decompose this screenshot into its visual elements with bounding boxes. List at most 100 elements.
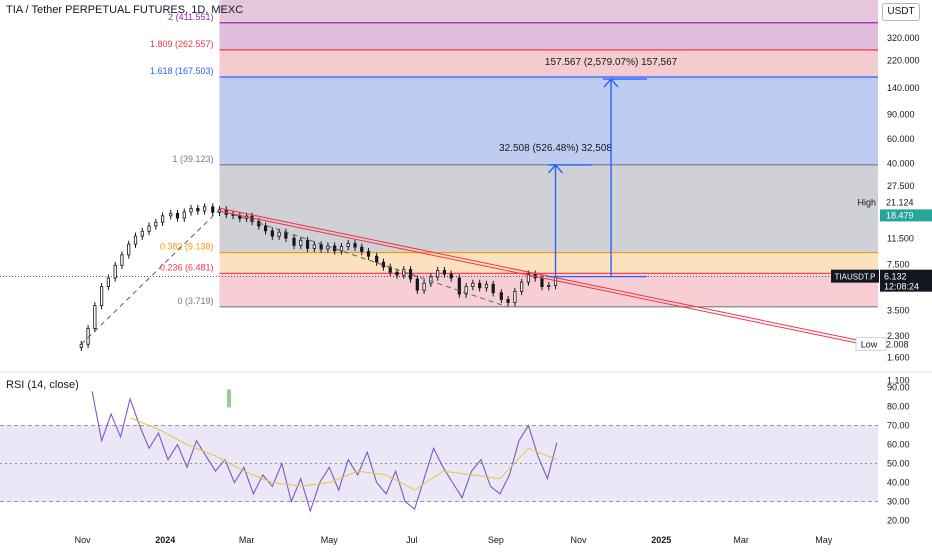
time-axis-tick: Nov	[75, 535, 92, 545]
candle-body	[79, 343, 83, 348]
rsi-axis-tick: 30.00	[887, 497, 910, 507]
time-axis-tick: Mar	[239, 535, 255, 545]
candle-body	[381, 261, 386, 268]
candle-body	[160, 215, 165, 223]
candle-body	[513, 291, 517, 303]
candle-body	[499, 292, 503, 300]
candle-body	[464, 286, 468, 295]
candle-body	[436, 270, 440, 278]
measure-label: 157.567 (2,579.07%) 157,567	[545, 57, 678, 68]
rsi-title: RSI (14, close)	[6, 379, 79, 391]
candle-body	[415, 278, 419, 291]
fib-zone	[219, 164, 878, 253]
candle-body	[175, 212, 180, 219]
fib-zone	[219, 252, 878, 274]
rsi-axis-tick: 90.00	[887, 383, 910, 393]
fib-level-label: 1.809 (262.557)	[150, 39, 214, 49]
fib-zone	[219, 77, 878, 165]
price-axis-tick: 60.000	[887, 134, 915, 144]
rsi-axis-tick: 50.00	[887, 459, 910, 469]
candle-body	[442, 270, 447, 275]
candle-body	[169, 212, 173, 217]
rsi-axis-tick: 80.00	[887, 402, 910, 412]
candle-body	[526, 273, 531, 283]
rsi-axis-tick: 20.00	[887, 516, 910, 526]
candle-body	[520, 281, 524, 292]
candle-body	[211, 206, 215, 213]
candle-body	[484, 283, 489, 289]
rsi-line	[91, 391, 558, 513]
candle-body	[346, 243, 350, 247]
time-axis-tick: 2025	[651, 535, 671, 545]
price-axis-tick: 1.100	[887, 375, 910, 385]
time-axis-tick: 2024	[155, 535, 175, 545]
current-symbol-badge	[831, 269, 879, 283]
dashed-support-line	[80, 209, 509, 345]
price-axis-tick: 7.500	[887, 259, 910, 269]
high-value: 21.124	[886, 197, 914, 207]
candle-body	[127, 243, 131, 256]
candle-body	[182, 211, 186, 219]
candle-body	[113, 264, 117, 279]
time-axis-tick: May	[815, 535, 833, 545]
candle-body	[547, 285, 551, 288]
candle-body	[120, 254, 124, 266]
candle-body	[408, 269, 413, 280]
price-axis-tick: 220.000	[887, 56, 920, 66]
fib-level-label: 0 (3.719)	[177, 296, 213, 306]
candle-body	[449, 273, 453, 279]
current-symbol-label: TIAUSDT.P	[835, 273, 876, 282]
fib-level-label: 1 (39.123)	[172, 154, 213, 164]
price-axis-tick: 3.500	[887, 305, 910, 315]
candle-body	[333, 245, 337, 252]
fib-zone	[219, 49, 878, 78]
low-label: Low	[861, 339, 878, 349]
candle-body	[457, 277, 461, 295]
price-axis-tick: 1.600	[887, 353, 910, 363]
price-axis-tick: 320.000	[887, 33, 920, 43]
candle-body	[270, 230, 274, 237]
low-value: 2.008	[886, 339, 909, 349]
candle-body	[319, 244, 323, 250]
candle-body	[299, 239, 303, 246]
fib-level-label: 0.236 (6.481)	[160, 262, 214, 272]
candle-body	[422, 282, 426, 291]
chart-title: TIA / Tether PERPETUAL FUTURES, 1D, MEXC	[6, 4, 244, 16]
time-axis-tick: May	[321, 535, 339, 545]
price-axis-tick: 27.500	[887, 181, 915, 191]
current-price-value: 6.132	[884, 272, 907, 282]
candle-body	[353, 243, 357, 248]
rsi-overbought-marker	[227, 389, 231, 408]
candle-body	[202, 206, 207, 212]
candle-body	[491, 283, 495, 294]
fib-zone	[219, 0, 878, 23]
fib-level-label: 1.618 (167.503)	[150, 66, 214, 76]
candle-body	[189, 207, 193, 213]
candle-body	[263, 225, 268, 232]
price-axis-tick: 140.000	[887, 83, 920, 93]
candle-body	[100, 286, 104, 306]
current-price-badge	[880, 269, 932, 292]
time-axis-tick: Mar	[733, 535, 749, 545]
measure-label: 32.508 (526.48%) 32,508	[499, 143, 612, 154]
rsi-axis-tick: 70.00	[887, 421, 910, 431]
descending-trendline	[219, 207, 857, 341]
currency-button[interactable]: USDT	[882, 3, 920, 21]
rsi-axis-tick: 40.00	[887, 478, 910, 488]
candle-body	[395, 271, 399, 276]
candle-body	[471, 282, 475, 288]
price-axis-tick: 2.300	[887, 331, 910, 341]
price-axis-tick: 11.500	[887, 234, 914, 244]
time-axis-tick: Nov	[571, 535, 588, 545]
candle-body	[93, 305, 97, 329]
fib-level-label: 2 (411.551)	[168, 12, 213, 22]
candle-body	[133, 235, 138, 245]
price-axis-tick: 90.000	[887, 110, 915, 120]
high-badge	[880, 209, 932, 222]
candle-body	[277, 231, 281, 237]
candle-body	[360, 246, 364, 252]
candle-body	[375, 255, 379, 263]
candle-body	[154, 221, 158, 227]
